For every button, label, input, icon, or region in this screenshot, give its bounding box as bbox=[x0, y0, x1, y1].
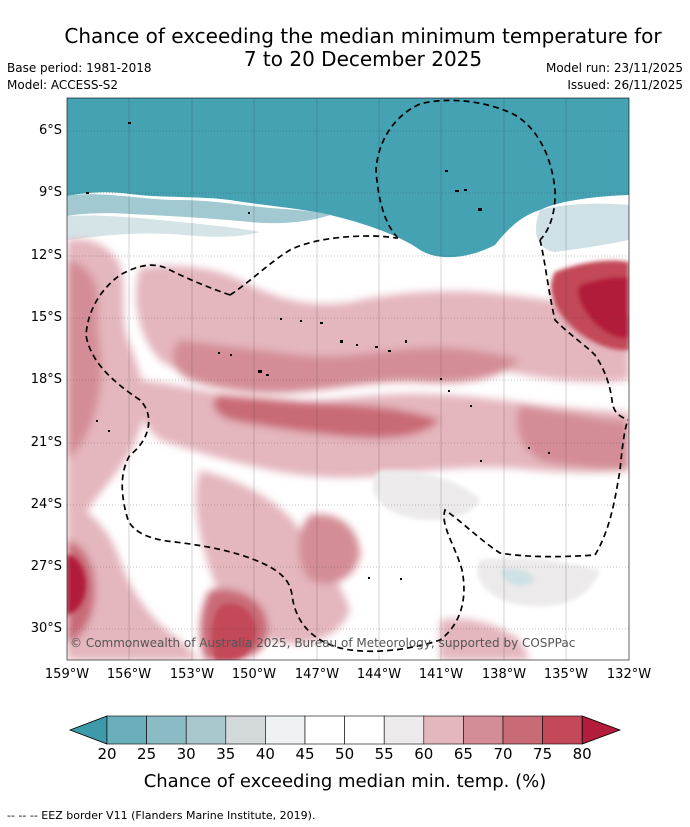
x-tick-label: 159°W bbox=[44, 667, 90, 682]
x-tick-label: 132°W bbox=[606, 667, 652, 682]
eez-border-fp-north bbox=[229, 235, 399, 296]
colorbar-tick-label: 60 bbox=[414, 745, 434, 763]
y-tick-label: 6°S bbox=[38, 123, 62, 138]
pink-east-mid bbox=[516, 405, 629, 470]
colorbar-bin bbox=[463, 715, 504, 745]
colorbar-bin bbox=[225, 715, 266, 745]
eez-border-marquesas bbox=[375, 99, 556, 241]
model-run: Model run: 23/11/2025 bbox=[545, 61, 683, 75]
colorbar-extend-low bbox=[68, 715, 108, 745]
grey-patch-3 bbox=[500, 568, 535, 586]
meridians bbox=[128, 98, 567, 660]
colorbar-tick-label: 30 bbox=[176, 745, 196, 763]
y-tick-label: 30°S bbox=[30, 621, 62, 636]
chart-title-line1: Chance of exceeding the median minimum t… bbox=[64, 24, 662, 48]
y-tick-label: 18°S bbox=[30, 372, 62, 387]
pink-band-deep bbox=[213, 395, 440, 439]
eez-borders bbox=[85, 99, 629, 653]
colorbar-bin bbox=[304, 715, 345, 745]
eez-border-fp-main bbox=[85, 264, 629, 653]
y-tick-label: 21°S bbox=[30, 435, 62, 450]
x-tick-label: 138°W bbox=[481, 667, 527, 682]
eez-border-east bbox=[539, 239, 629, 421]
teal-band-pale bbox=[67, 215, 260, 240]
teal-edge-east bbox=[535, 203, 629, 252]
colorbar-tick-label: 25 bbox=[137, 745, 157, 763]
y-tick-label: 9°S bbox=[38, 185, 62, 200]
base-period: Base period: 1981-2018 bbox=[7, 61, 152, 75]
colorbar-extend-high bbox=[581, 715, 622, 745]
colorbar-tick-label: 70 bbox=[493, 745, 513, 763]
colorbar-tick-label: 45 bbox=[295, 745, 315, 763]
teal-region-north bbox=[67, 98, 629, 258]
colorbar-title: Chance of exceeding median min. temp. (%… bbox=[143, 771, 547, 792]
colorbar-bin bbox=[106, 715, 147, 745]
copyright-notice: © Commonwealth of Australia 2025, Bureau… bbox=[70, 636, 575, 650]
grey-patch-1 bbox=[372, 469, 480, 520]
map-frame bbox=[66, 97, 630, 661]
colorbar-bin bbox=[542, 715, 583, 745]
pink-south bbox=[67, 500, 200, 660]
y-tick-label: 27°S bbox=[30, 559, 62, 574]
colorbar-bin bbox=[383, 715, 425, 745]
x-tick-label: 156°W bbox=[106, 667, 152, 682]
colorbar-tick-label: 40 bbox=[255, 745, 275, 763]
colorbar-tick-label: 55 bbox=[374, 745, 394, 763]
x-tick-label: 141°W bbox=[418, 667, 464, 682]
colorbar-bin bbox=[146, 715, 187, 745]
x-tick-label: 147°W bbox=[294, 667, 340, 682]
y-tick-label: 24°S bbox=[30, 497, 62, 512]
colorbar-bin bbox=[185, 715, 227, 745]
red-east-core bbox=[578, 276, 629, 339]
islands bbox=[86, 122, 550, 580]
footer-legend: -- -- -- EEZ border V11 (Flanders Marine… bbox=[7, 809, 316, 822]
y-tick-label: 12°S bbox=[30, 248, 62, 263]
colorbar-bin bbox=[344, 715, 385, 745]
x-tick-label: 144°W bbox=[356, 667, 402, 682]
colorbar-tick-label: 65 bbox=[453, 745, 473, 763]
colorbar-bin bbox=[265, 715, 306, 745]
model-name: Model: ACCESS-S2 bbox=[7, 78, 119, 92]
colorbar bbox=[68, 715, 622, 745]
chart-title-line2: 7 to 20 December 2025 bbox=[243, 47, 483, 71]
pink-south-central-2 bbox=[298, 514, 360, 584]
colorbar-bin bbox=[502, 715, 543, 745]
x-tick-label: 135°W bbox=[543, 667, 589, 682]
probability-field bbox=[67, 98, 629, 660]
colorbar-tick-label: 35 bbox=[216, 745, 236, 763]
colorbar-bin bbox=[423, 715, 464, 745]
colorbar-tick-label: 80 bbox=[572, 745, 592, 763]
pink-south-east bbox=[440, 618, 530, 660]
colorbar-tick-label: 50 bbox=[335, 745, 355, 763]
y-tick-label: 15°S bbox=[30, 310, 62, 325]
red-south-core bbox=[211, 603, 256, 660]
colorbar-tick-label: 20 bbox=[97, 745, 117, 763]
graticule bbox=[67, 130, 629, 630]
issued-date: Issued: 26/11/2025 bbox=[567, 78, 683, 92]
teal-band-light bbox=[67, 194, 330, 224]
colorbar-tick-label: 75 bbox=[533, 745, 553, 763]
red-southwest-core bbox=[67, 555, 86, 615]
x-tick-label: 153°W bbox=[169, 667, 215, 682]
x-tick-label: 150°W bbox=[231, 667, 277, 682]
